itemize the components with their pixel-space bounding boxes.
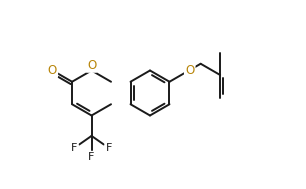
Text: O: O — [185, 64, 194, 77]
Text: O: O — [48, 64, 57, 77]
Text: F: F — [88, 152, 95, 162]
Text: F: F — [71, 143, 77, 153]
Text: O: O — [87, 59, 96, 72]
Text: F: F — [106, 143, 112, 153]
